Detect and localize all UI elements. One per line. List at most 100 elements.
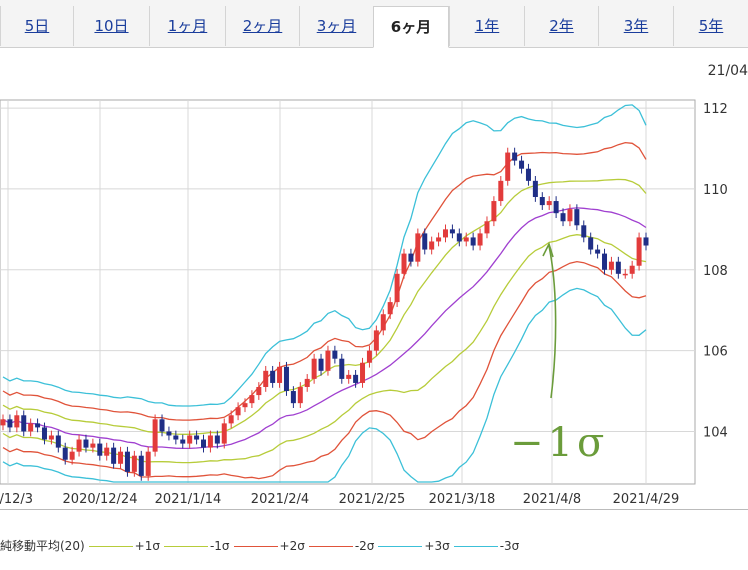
candle-body [401,253,407,274]
legend-item: +1σ [88,539,160,553]
candle-body [512,152,518,161]
candle-body [442,229,448,238]
candle-body [159,419,165,432]
legend-swatch [233,545,278,547]
tab-3-years[interactable]: 3年 [598,6,673,46]
legend-item: -3σ [453,539,519,553]
candle-body [429,241,435,250]
tab-10-days[interactable]: 10日 [73,6,149,46]
candle-body [332,350,338,359]
candle-body [491,201,497,222]
candle-body [270,370,276,383]
candle-body [214,435,220,444]
moving-average-line [2,207,647,450]
x-tick-label: 2020/12/24 [63,492,138,507]
legend-swatch [88,545,133,547]
x-tick-label: 2021/1/14 [155,492,222,507]
annotation-arrowhead [542,241,554,258]
y-tick-label: 106 [703,345,728,360]
x-tick-label: 2021/2/4 [251,492,309,507]
candle-body [62,447,68,460]
candle-body [643,237,649,246]
candle-body [7,419,13,428]
candle-body [235,407,241,416]
y-tick-label: 104 [703,425,728,440]
candle-body [366,350,372,363]
candlestick-chart: 104 106 108 110 112 20/12/3 2020/12/24 2021/1/1… [0,99,728,507]
legend-label: 単純移動平均(20) [0,539,85,553]
chart-legend: 単純移動平均(20) +1σ -1σ +2σ -2σ +3σ -3σ [0,509,748,570]
candle-body [380,314,386,331]
candle-body [304,378,310,387]
legend-item: +2σ [233,538,305,553]
legend-label: +2σ [279,538,305,553]
candle-body [166,431,172,436]
x-tick-label: 2021/3/18 [429,492,496,507]
candle-body [104,447,110,456]
candle-body [249,395,255,404]
minus-2-sigma-line [2,260,647,480]
candle-body [256,386,262,396]
tab-5-days[interactable]: 5日 [0,6,73,46]
tab-6-months[interactable]: 6ヶ月 [373,6,449,48]
plot-area [0,99,696,485]
candle-body [477,233,483,246]
candle-body [615,261,621,274]
tab-2-months[interactable]: 2ヶ月 [225,6,299,46]
minus-one-sigma-annotation: −1σ [510,420,609,466]
annotation-arrow [548,245,557,399]
candle-body [138,455,144,476]
candle-body [463,237,469,242]
candle-body [546,201,552,206]
candle-body [228,415,234,424]
candle-body [436,237,442,242]
candle-body [221,423,227,444]
candle-body [21,415,27,432]
y-tick-label: 108 [703,264,728,279]
candle-body [353,374,359,383]
candle-body [339,358,345,379]
candle-body [318,358,324,371]
plus-1-sigma-line [2,178,647,435]
candle-body [602,253,608,270]
candle-body [567,209,573,222]
candle-body [581,225,587,238]
candle-body [90,443,96,448]
candle-body [131,455,137,472]
candle-body [194,435,200,440]
candle-body [519,160,525,169]
candle-body [277,366,283,383]
candle-body [387,302,393,315]
tab-3-months[interactable]: 3ヶ月 [299,6,373,46]
candle-body [242,403,248,408]
tab-1-month[interactable]: 1ヶ月 [149,6,225,46]
candle-body [0,419,6,426]
candle-body [629,265,635,274]
candle-body [636,237,642,266]
candle-body [69,451,75,460]
legend-item: -1σ [163,539,230,553]
candle-body [180,439,186,444]
plus-3-sigma-line [2,104,647,407]
candle-body [470,237,476,246]
candle-body [373,330,379,351]
tab-1-year[interactable]: 1年 [449,6,524,46]
candle-body [346,374,352,379]
candle-body [505,152,511,181]
candle-body [560,213,566,222]
tab-2-years[interactable]: 2年 [524,6,598,46]
candle-body [83,439,89,448]
candle-body [145,451,151,476]
candle-body [41,427,47,440]
candle-body [408,253,414,262]
legend-label: +3σ [424,538,450,553]
candle-body [456,233,462,242]
candle-body [622,273,628,276]
candle-body [553,201,559,214]
y-tick-label: 110 [703,183,728,198]
candle-body [173,435,179,440]
tab-5-years[interactable]: 5年 [673,6,748,46]
candle-body [97,443,103,456]
candle-body [55,435,61,448]
legend-item: +3σ [378,538,450,553]
